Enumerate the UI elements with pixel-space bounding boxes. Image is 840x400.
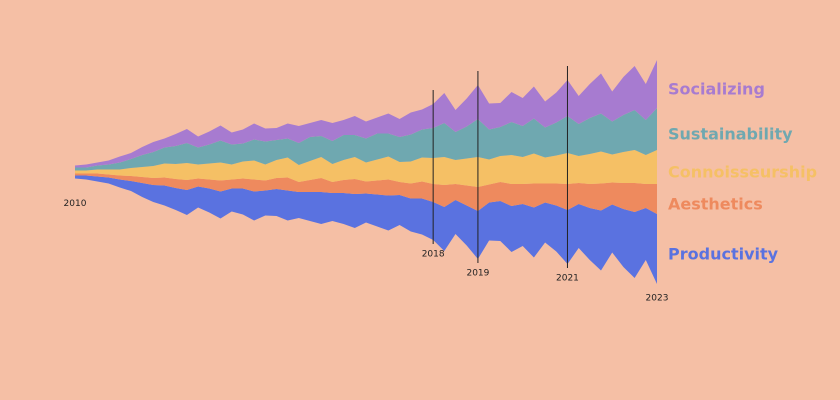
x-tick-label: 2021 — [556, 274, 579, 284]
legend-label: Connoisseurship — [668, 163, 817, 182]
stream-layer — [75, 175, 657, 284]
x-tick-label: 2010 — [64, 199, 87, 209]
legend-label: Aesthetics — [668, 195, 763, 214]
stream-layer — [75, 60, 657, 168]
stream-layer — [75, 108, 657, 171]
x-tick-label: 2019 — [466, 269, 489, 279]
x-tick-label: 2018 — [422, 250, 445, 260]
legend-label: Productivity — [668, 245, 779, 264]
stream-layer — [75, 150, 657, 187]
x-tick-label: 2023 — [646, 294, 669, 304]
legend-label: Socializing — [668, 80, 765, 99]
stream-layer — [75, 173, 657, 214]
legend-label: Sustainability — [668, 125, 793, 144]
